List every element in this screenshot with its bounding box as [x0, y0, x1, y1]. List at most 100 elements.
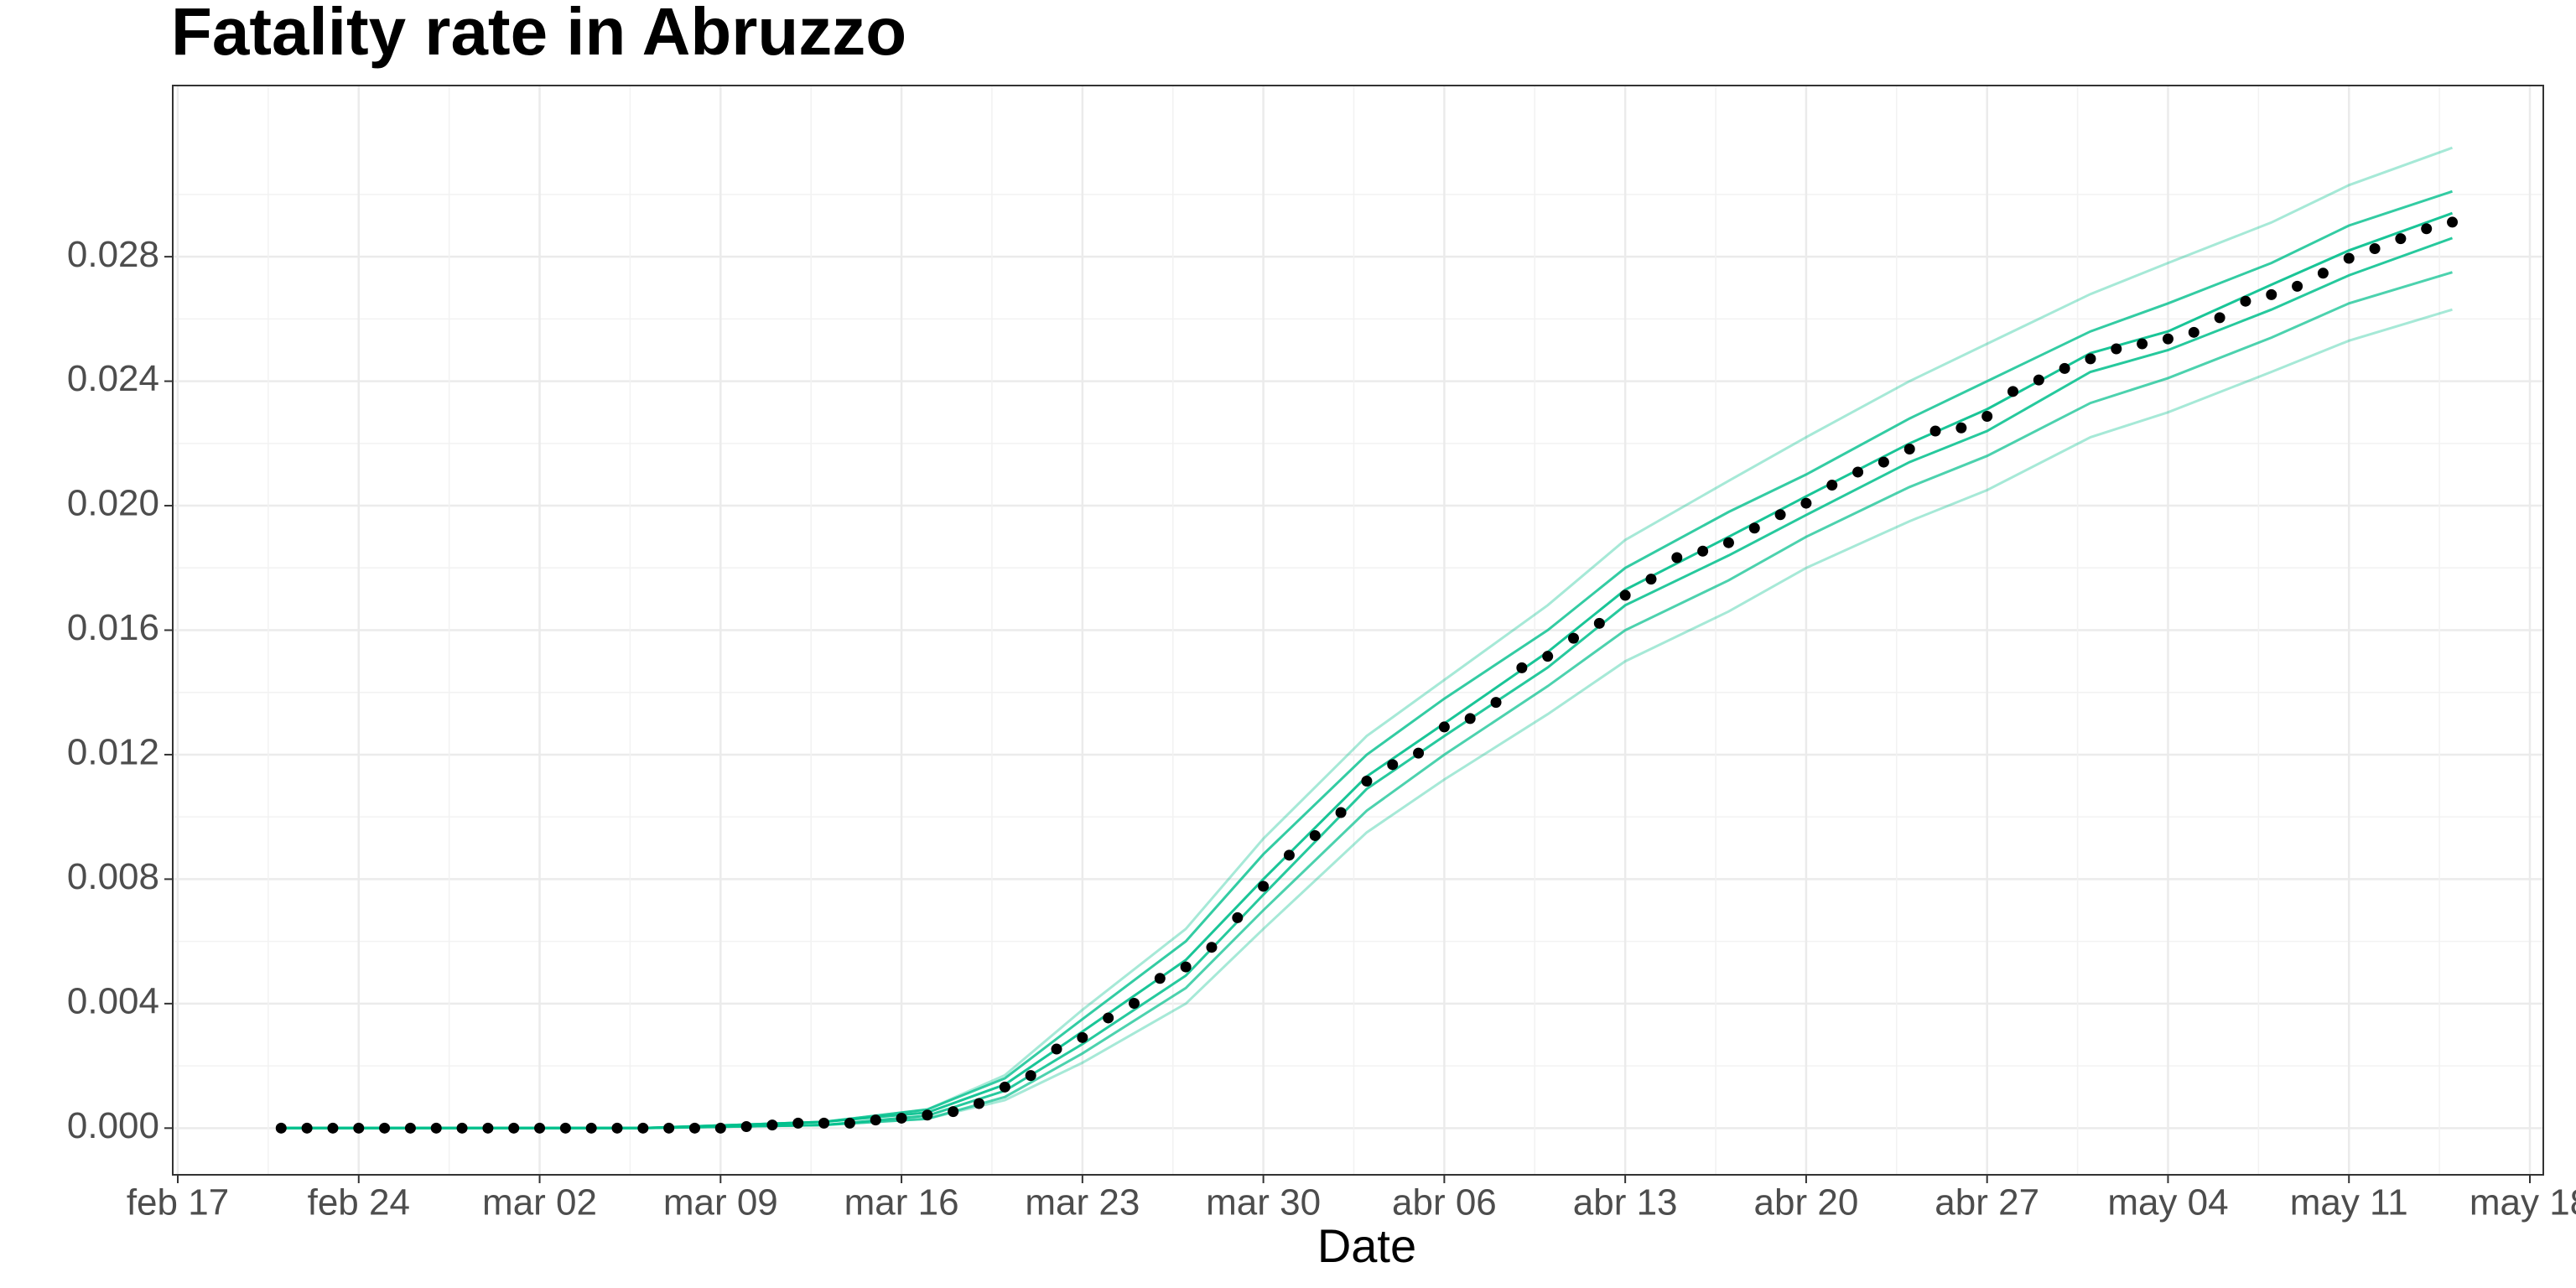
y-tick-label: 0.004	[67, 980, 159, 1021]
observed-point	[2162, 333, 2174, 345]
observed-point	[2137, 338, 2148, 350]
observed-point	[792, 1117, 804, 1129]
observed-point	[818, 1117, 830, 1129]
y-tick-label: 0.024	[67, 358, 159, 399]
observed-point	[2059, 362, 2070, 374]
observed-point	[1361, 776, 1373, 787]
x-tick-label: may 04	[2107, 1182, 2228, 1223]
y-tick-label: 0.008	[67, 856, 159, 897]
x-axis-label: Date	[1317, 1219, 1416, 1272]
x-tick-label: mar 09	[663, 1182, 778, 1223]
observed-point	[999, 1081, 1010, 1093]
observed-point	[2317, 267, 2329, 279]
observed-point	[2369, 242, 2381, 254]
observed-point	[404, 1122, 416, 1134]
observed-point	[1309, 829, 1321, 841]
observed-point	[1722, 537, 1734, 548]
observed-point	[1748, 522, 1760, 534]
observed-point	[688, 1122, 700, 1134]
observed-point	[922, 1109, 933, 1121]
observed-point	[327, 1122, 339, 1134]
x-tick-label: mar 02	[482, 1182, 597, 1223]
observed-point	[740, 1120, 752, 1132]
observed-point	[663, 1122, 675, 1134]
x-tick-label: may 11	[2290, 1182, 2408, 1223]
observed-point	[1542, 651, 1554, 662]
x-tick-label: abr 13	[1573, 1182, 1678, 1223]
observed-point	[456, 1122, 468, 1134]
observed-point	[1128, 998, 1140, 1010]
observed-point	[1464, 713, 1476, 724]
x-tick-label: may 18	[2470, 1182, 2576, 1223]
observed-point	[1774, 509, 1786, 521]
observed-point	[1852, 466, 1864, 478]
observed-point	[2033, 374, 2044, 386]
observed-point	[1593, 617, 1605, 629]
observed-point	[1387, 759, 1399, 771]
observed-point	[1516, 662, 1528, 673]
x-tick-label: mar 16	[844, 1182, 959, 1223]
observed-point	[1697, 545, 1709, 557]
y-tick-label: 0.016	[67, 607, 159, 648]
observed-point	[353, 1122, 365, 1134]
observed-point	[948, 1106, 959, 1118]
observed-point	[534, 1122, 546, 1134]
observed-point	[508, 1122, 520, 1134]
observed-point	[2421, 223, 2433, 235]
observed-point	[585, 1122, 597, 1134]
x-tick-label: abr 27	[1935, 1182, 2039, 1223]
observed-point	[2111, 343, 2122, 355]
y-tick-label: 0.000	[67, 1105, 159, 1146]
observed-point	[1103, 1012, 1114, 1024]
observed-point	[974, 1098, 985, 1109]
observed-point	[1154, 973, 1166, 984]
observed-point	[2007, 386, 2019, 397]
observed-point	[559, 1122, 571, 1134]
observed-point	[2188, 326, 2199, 338]
x-tick-label: abr 20	[1754, 1182, 1859, 1223]
observed-point	[2214, 312, 2225, 324]
observed-point	[482, 1122, 494, 1134]
observed-point	[1645, 574, 1657, 585]
observed-point	[1180, 961, 1192, 973]
observed-point	[1438, 721, 1450, 733]
y-tick-label: 0.028	[67, 234, 159, 275]
observed-point	[1051, 1043, 1062, 1055]
observed-point	[714, 1122, 726, 1134]
observed-point	[2240, 295, 2251, 307]
observed-point	[1568, 632, 1580, 644]
observed-point	[1981, 411, 1993, 423]
chart-title: Fatality rate in Abruzzo	[171, 0, 906, 69]
observed-point	[637, 1122, 649, 1134]
observed-point	[611, 1122, 623, 1134]
observed-point	[2447, 216, 2459, 228]
x-tick-label: mar 30	[1206, 1182, 1321, 1223]
observed-point	[1025, 1070, 1036, 1082]
observed	[275, 216, 2459, 1134]
observed-point	[896, 1112, 907, 1124]
observed-point	[1232, 911, 1244, 923]
observed-point	[1335, 807, 1347, 818]
observed-point	[1903, 443, 1915, 454]
observed-point	[2266, 288, 2277, 300]
observed-point	[2085, 353, 2096, 365]
observed-point	[2395, 233, 2407, 245]
observed-point	[301, 1122, 313, 1134]
observed-point	[1800, 497, 1812, 509]
observed-point	[1283, 849, 1295, 861]
observed-point	[1258, 880, 1270, 892]
observed-point	[1413, 747, 1425, 759]
observed-point	[275, 1122, 287, 1134]
axes: 0.000 0.004 0.008 0.012 0.016 0.020 0.024 0.028…	[67, 234, 2576, 1223]
observed-point	[1077, 1031, 1088, 1043]
observed-point	[1826, 480, 1838, 491]
x-tick-label: abr 06	[1392, 1182, 1497, 1223]
observed-point	[1955, 422, 1967, 434]
observed-point	[1877, 456, 1889, 468]
observed-point	[2292, 280, 2303, 292]
observed-point	[1206, 942, 1218, 953]
grid	[173, 86, 2543, 1175]
